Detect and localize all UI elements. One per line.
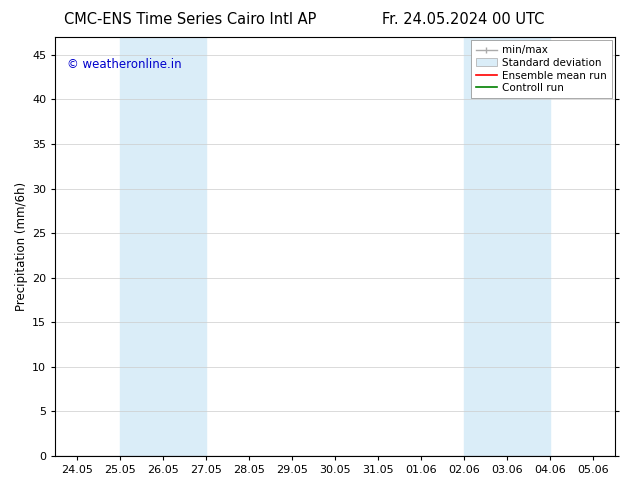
Text: © weatheronline.in: © weatheronline.in (67, 58, 181, 71)
Bar (120, 37, 206, 456)
Y-axis label: Precipitation (mm/6h): Precipitation (mm/6h) (15, 182, 28, 311)
Text: CMC-ENS Time Series Cairo Intl AP: CMC-ENS Time Series Cairo Intl AP (64, 12, 316, 27)
Text: Fr. 24.05.2024 00 UTC: Fr. 24.05.2024 00 UTC (382, 12, 544, 27)
Bar (464, 37, 550, 456)
Legend: min/max, Standard deviation, Ensemble mean run, Controll run: min/max, Standard deviation, Ensemble me… (470, 40, 612, 98)
